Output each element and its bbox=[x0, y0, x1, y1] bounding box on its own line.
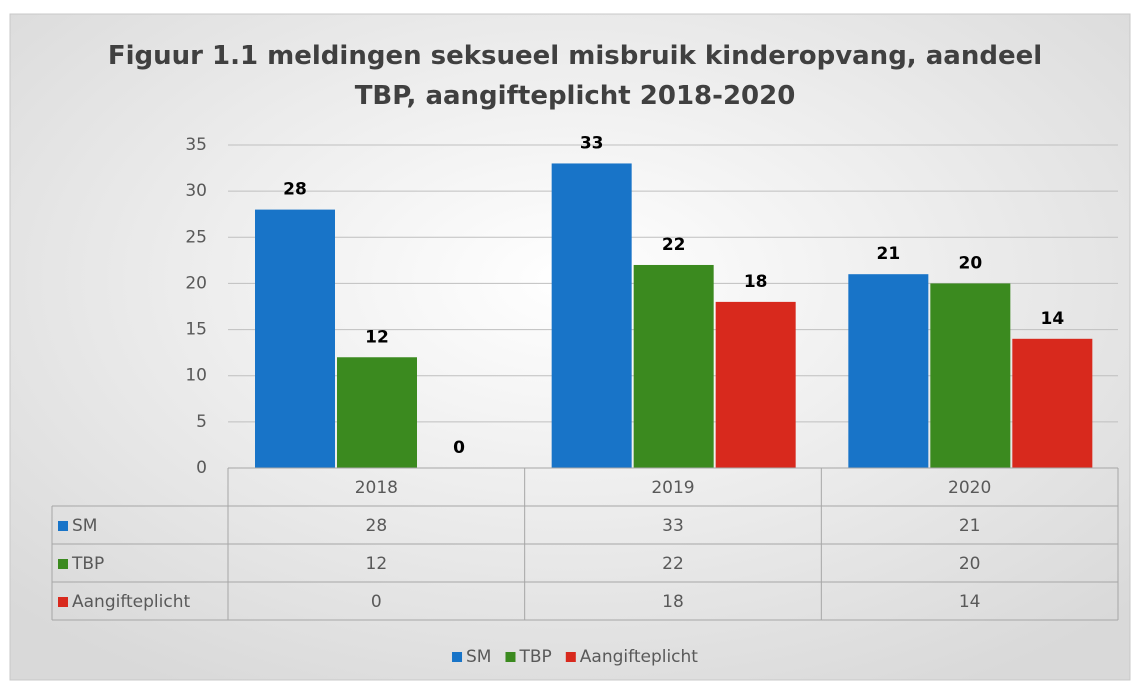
table-cell: 14 bbox=[959, 592, 981, 612]
legend-label: Aangifteplicht bbox=[580, 647, 699, 667]
bar bbox=[930, 283, 1011, 468]
table-cell: 18 bbox=[662, 592, 684, 612]
table-cell: 20 bbox=[959, 554, 981, 574]
legend-key bbox=[58, 559, 68, 569]
bar bbox=[848, 274, 929, 468]
y-tick-label: 30 bbox=[185, 181, 207, 201]
row-label: Aangifteplicht bbox=[72, 592, 191, 612]
data-label: 21 bbox=[876, 244, 900, 264]
x-tick-label: 2019 bbox=[651, 478, 694, 498]
legend-label: SM bbox=[466, 647, 491, 667]
bar bbox=[633, 264, 714, 468]
x-tick-label: 2020 bbox=[948, 478, 991, 498]
table-cell: 28 bbox=[366, 516, 388, 536]
y-tick-label: 10 bbox=[185, 366, 207, 386]
table-cell: 0 bbox=[371, 592, 382, 612]
data-label: 14 bbox=[1040, 309, 1064, 329]
legend-key bbox=[452, 652, 463, 662]
table-cell: 22 bbox=[662, 554, 684, 574]
table-cell: 33 bbox=[662, 516, 684, 536]
data-label: 20 bbox=[958, 253, 982, 273]
bar bbox=[337, 357, 417, 468]
data-label: 12 bbox=[365, 327, 389, 347]
legend-item: SM bbox=[452, 647, 491, 667]
data-label: 0 bbox=[453, 438, 465, 458]
row-label: SM bbox=[72, 516, 97, 536]
legend-key bbox=[565, 652, 576, 662]
y-tick-label: 15 bbox=[185, 320, 207, 340]
legend-label: TBP bbox=[518, 647, 551, 667]
x-tick-label: 2018 bbox=[355, 478, 398, 498]
legend-key bbox=[58, 521, 68, 531]
bar bbox=[551, 163, 632, 468]
row-label: TBP bbox=[71, 554, 104, 574]
data-label: 22 bbox=[662, 235, 686, 255]
legend-key bbox=[505, 652, 516, 662]
legend-key bbox=[58, 597, 68, 607]
bar bbox=[1012, 338, 1093, 468]
bar bbox=[255, 209, 335, 468]
y-tick-label: 0 bbox=[196, 458, 207, 478]
legend-item: TBP bbox=[505, 647, 552, 667]
data-label: 33 bbox=[580, 133, 604, 153]
y-tick-label: 5 bbox=[196, 412, 207, 432]
data-label: 18 bbox=[744, 272, 768, 292]
data-label: 28 bbox=[283, 180, 307, 200]
chart-title: Figuur 1.1 meldingen seksueel misbruik k… bbox=[108, 41, 1042, 111]
y-tick-label: 35 bbox=[185, 135, 207, 155]
y-tick-label: 25 bbox=[185, 227, 207, 247]
y-tick-label: 20 bbox=[185, 273, 207, 293]
table-cell: 21 bbox=[959, 516, 981, 536]
table-cell: 12 bbox=[366, 554, 388, 574]
bar bbox=[715, 301, 796, 468]
legend-item: Aangifteplicht bbox=[565, 647, 699, 667]
